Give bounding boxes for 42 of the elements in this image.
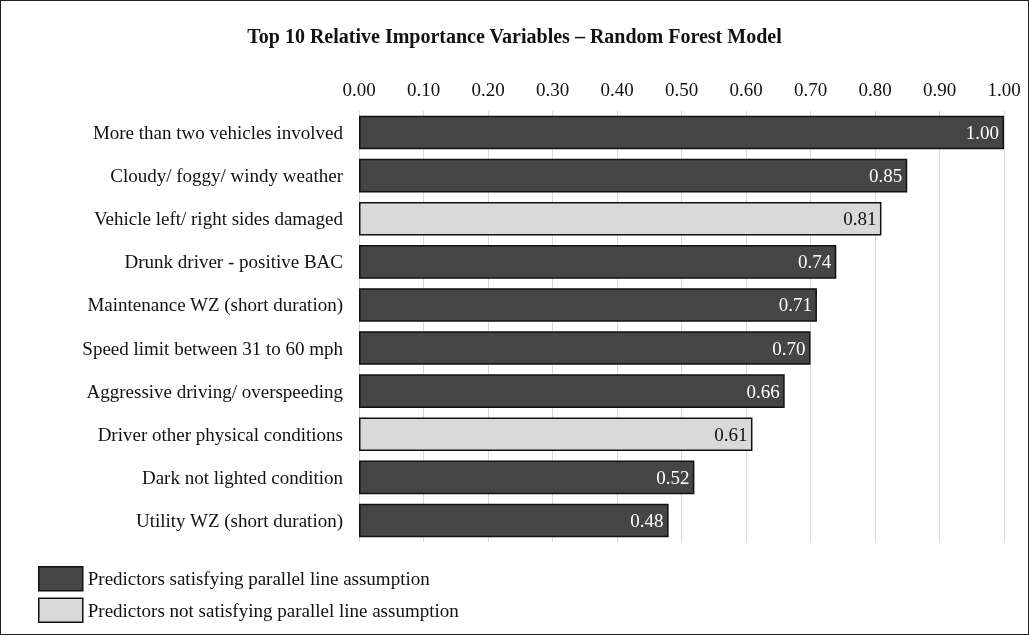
legend-label: Predictors not satisfying parallel line assumption xyxy=(87,599,460,621)
x-tick-label: 0.20 xyxy=(471,79,505,100)
data-label: 0.85 xyxy=(869,165,903,187)
data-label: 0.71 xyxy=(778,294,812,316)
y-tick-label: Driver other physical conditions xyxy=(97,423,343,445)
data-label: 0.61 xyxy=(714,423,748,445)
y-tick-label: More than two vehicles involved xyxy=(92,122,344,144)
y-tick-label: Dark not lighted condition xyxy=(141,466,344,488)
x-tick-label: 0.50 xyxy=(664,79,699,100)
y-tick-label: Maintenance WZ (short duration) xyxy=(87,294,343,317)
data-label: 0.81 xyxy=(843,208,877,230)
x-tick-label: 0.90 xyxy=(922,79,957,100)
y-tick-label: Utility WZ (short duration) xyxy=(135,509,343,532)
bar xyxy=(359,374,785,408)
y-tick-label: Cloudy/ foggy/ windy weather xyxy=(110,165,344,187)
x-tick-label: 1.00 xyxy=(987,79,1021,100)
bar xyxy=(359,158,908,193)
bar xyxy=(359,503,669,538)
chart-title: Top 10 Relative Importance Variables – Random Forest Model xyxy=(247,25,783,48)
x-tick-label: 0.70 xyxy=(793,79,828,100)
data-label: 0.52 xyxy=(656,466,690,488)
bar xyxy=(359,288,817,322)
bar xyxy=(359,331,811,365)
y-tick-label: Drunk driver - positive BAC xyxy=(124,251,343,273)
x-tick-label: 0.60 xyxy=(729,79,763,100)
y-tick-label: Vehicle left/ right sides damaged xyxy=(93,208,344,230)
bar xyxy=(359,115,1004,150)
x-tick-label: 0.10 xyxy=(406,79,441,100)
data-label: 0.66 xyxy=(746,380,780,402)
y-tick-label: Aggressive driving/ overspeeding xyxy=(86,380,344,402)
legend-label: Predictors satisfying parallel line assumption xyxy=(87,568,431,590)
bar xyxy=(359,245,837,279)
x-tick-label: 0.80 xyxy=(858,79,892,100)
data-label: 0.48 xyxy=(630,509,664,531)
y-tick-label: Speed limit between 31 to 60 mph xyxy=(82,337,344,359)
data-label: 0.74 xyxy=(798,251,832,273)
x-tick-label: 0.40 xyxy=(600,79,634,100)
x-tick-label: 0.30 xyxy=(535,79,570,100)
x-tick-label: 0.00 xyxy=(342,79,376,100)
data-label: 1.00 xyxy=(965,122,999,144)
bar xyxy=(359,460,695,495)
data-label: 0.70 xyxy=(772,337,806,359)
